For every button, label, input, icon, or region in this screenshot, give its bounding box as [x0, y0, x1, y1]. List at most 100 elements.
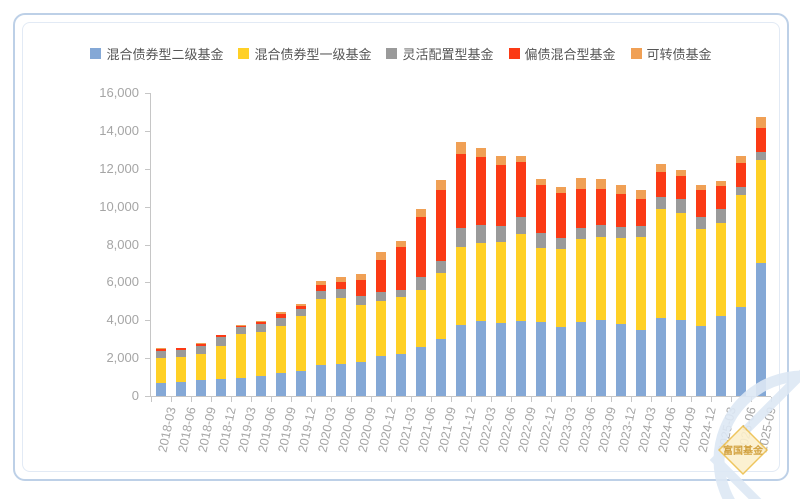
bar-segment — [276, 314, 286, 318]
bar-segment — [656, 196, 666, 210]
bar-segment — [416, 346, 426, 396]
bar-segment — [696, 216, 706, 230]
bar-segment — [636, 190, 646, 199]
bar-slot — [431, 93, 451, 396]
x-axis-tick — [431, 397, 432, 402]
x-axis-tick — [351, 397, 352, 402]
y-axis-tick — [145, 244, 150, 246]
bar-segment — [256, 324, 266, 332]
bar-segment — [536, 233, 546, 248]
legend-swatch-icon — [386, 48, 398, 59]
bar-segment — [476, 148, 486, 158]
bar-segment — [576, 322, 586, 396]
x-axis-tick — [171, 397, 172, 402]
bar-segment — [376, 291, 386, 301]
bar-segment — [656, 209, 666, 319]
bar-slot — [331, 93, 351, 396]
stacked-bar-2018-03 — [156, 348, 166, 396]
bar-segment — [556, 249, 566, 328]
legend-label: 混合债券型一级基金 — [254, 47, 372, 62]
bar-slot — [151, 93, 171, 396]
bar-slot — [191, 93, 211, 396]
stacked-bar-2023-12 — [616, 185, 626, 396]
x-axis-tick — [191, 397, 192, 402]
bar-segment — [356, 361, 366, 396]
bar-segment — [336, 298, 346, 364]
bar-segment — [616, 194, 626, 227]
bars-container — [151, 93, 771, 396]
bar-segment — [456, 227, 466, 247]
x-axis-tick — [471, 397, 472, 402]
bar-segment — [196, 380, 206, 396]
bar-slot — [731, 93, 751, 396]
bar-segment — [576, 239, 586, 323]
bar-slot — [511, 93, 531, 396]
bar-segment — [336, 276, 346, 282]
bar-segment — [356, 279, 366, 297]
stacked-bar-2019-03 — [236, 324, 246, 396]
x-axis-tick — [611, 397, 612, 402]
y-axis-label: 12,000 — [99, 160, 139, 176]
bar-segment — [236, 333, 246, 378]
bar-segment — [636, 225, 646, 237]
x-axis-tick — [631, 397, 632, 402]
stacked-bar-2022-09 — [516, 155, 526, 396]
bar-segment — [256, 321, 266, 325]
bar-segment — [736, 195, 746, 308]
bar-segment — [756, 151, 766, 161]
bar-segment — [216, 334, 226, 336]
stacked-bar-2019-12 — [296, 304, 306, 396]
stacked-bar-2023-06 — [576, 177, 586, 396]
stacked-bar-2025-06 — [736, 155, 746, 396]
bar-slot — [691, 93, 711, 396]
bar-segment — [456, 141, 466, 154]
y-axis-tick — [145, 168, 150, 170]
bar-segment — [436, 260, 446, 274]
stacked-bar-2018-09 — [196, 343, 206, 396]
bar-segment — [596, 179, 606, 189]
stacked-bar-2024-12 — [696, 184, 706, 396]
bar-segment — [156, 349, 166, 352]
bar-segment — [636, 198, 646, 226]
bar-segment — [556, 186, 566, 193]
stacked-bar-2019-09 — [276, 312, 286, 396]
bar-segment — [396, 353, 406, 396]
bar-segment — [696, 184, 706, 191]
bar-segment — [676, 212, 686, 320]
bar-segment — [376, 356, 386, 396]
bar-segment — [336, 363, 346, 396]
bar-segment — [396, 297, 406, 354]
bar-slot — [371, 93, 391, 396]
bar-segment — [756, 128, 766, 152]
x-axis-tick — [531, 397, 532, 402]
legend-swatch-icon — [630, 48, 642, 59]
y-axis-label: 4,000 — [106, 312, 139, 328]
x-axis-tick — [711, 397, 712, 402]
bar-segment — [536, 178, 546, 186]
bar-slot — [311, 93, 331, 396]
bar-segment — [316, 364, 326, 396]
y-axis-label: 6,000 — [106, 274, 139, 290]
bar-segment — [676, 176, 686, 200]
bar-segment — [656, 164, 666, 173]
x-axis-tick — [231, 397, 232, 402]
bar-segment — [176, 349, 186, 358]
bar-segment — [456, 246, 466, 325]
bar-segment — [516, 155, 526, 163]
bar-segment — [296, 304, 306, 307]
bar-slot — [471, 93, 491, 396]
bar-segment — [396, 246, 406, 290]
bar-segment — [476, 225, 486, 243]
plot-area: 2018-03 2018-06 2018-09 2018-12 2019-03 2019-… — [99, 86, 778, 454]
bar-segment — [696, 229, 706, 327]
bar-segment — [436, 190, 446, 261]
y-axis-label: 10,000 — [99, 198, 139, 214]
stacked-bar-2024-06 — [656, 164, 666, 396]
bar-segment — [156, 358, 166, 383]
bar-slot — [351, 93, 371, 396]
bar-segment — [316, 290, 326, 300]
legend-label: 混合债券型二级基金 — [106, 47, 224, 62]
y-axis-label: 16,000 — [99, 85, 139, 100]
bar-segment — [176, 347, 186, 349]
bar-slot — [171, 93, 191, 396]
